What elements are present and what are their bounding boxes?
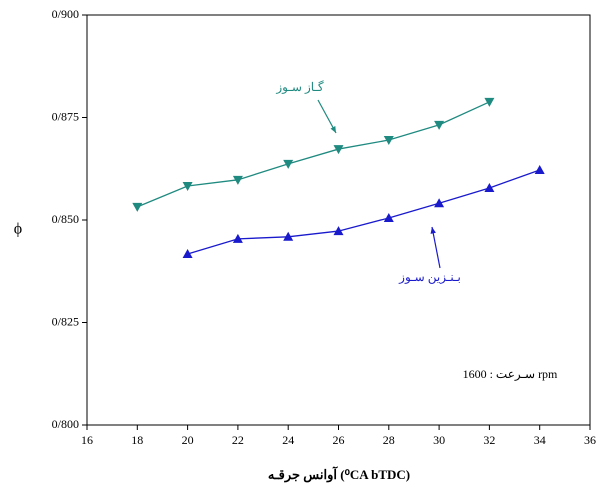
marker [132, 202, 143, 212]
marker [283, 159, 294, 169]
x-tick-label: 30 [433, 433, 445, 447]
marker [383, 136, 394, 146]
series-label: گـاز سـوز [275, 80, 324, 94]
marker [434, 120, 445, 130]
marker [383, 212, 394, 222]
marker [484, 97, 495, 107]
marker [283, 231, 294, 241]
y-tick-label: 0/800 [52, 417, 79, 431]
y-tick-label: 0/825 [52, 314, 79, 328]
y-tick-label: 0/875 [52, 109, 79, 123]
x-tick-label: 28 [383, 433, 395, 447]
marker [534, 164, 545, 174]
marker [484, 183, 495, 193]
arrow-head [430, 227, 436, 234]
y-tick-label: 0/850 [52, 212, 79, 226]
marker [182, 249, 193, 259]
arrow-head [330, 126, 336, 133]
marker [333, 145, 344, 155]
series-line [187, 169, 540, 255]
series-label: بـنـزين سـوز [398, 270, 461, 284]
x-tick-label: 24 [282, 433, 294, 447]
series-line [137, 101, 490, 208]
annotation-arrow [431, 226, 441, 269]
x-tick-label: 22 [232, 433, 244, 447]
x-axis-label: آوانس جرقـه (⁰CA bTDC) [268, 466, 410, 483]
x-tick-label: 16 [81, 433, 93, 447]
x-tick-label: 32 [483, 433, 495, 447]
x-tick-label: 20 [182, 433, 194, 447]
marker [333, 226, 344, 236]
y-axis-label: ϕ [14, 221, 22, 238]
x-tick-label: 36 [584, 433, 596, 447]
x-tick-label: 18 [131, 433, 143, 447]
marker [434, 198, 445, 208]
marker [182, 181, 193, 191]
plot-frame [86, 14, 591, 426]
x-tick-label: 34 [534, 433, 546, 447]
marker [232, 175, 243, 185]
x-tick-label: 26 [333, 433, 345, 447]
annotation: سـرعت : 1600 rpm [463, 367, 558, 381]
y-tick-label: 0/900 [52, 7, 79, 21]
marker [232, 233, 243, 243]
